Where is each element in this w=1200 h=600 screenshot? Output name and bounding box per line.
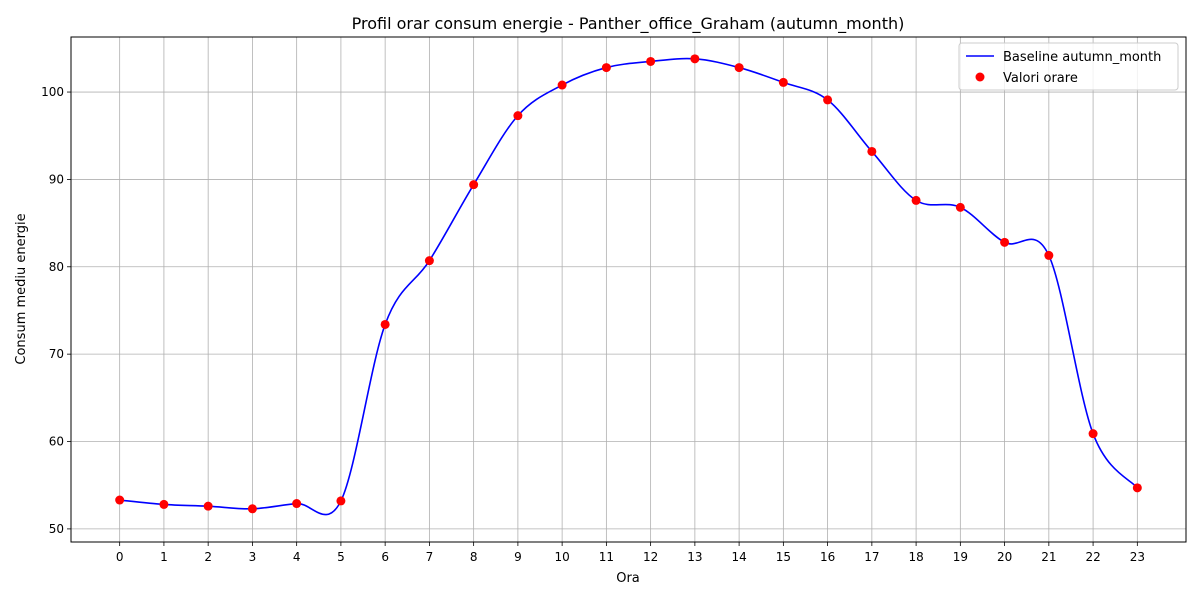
hourly-value-point — [823, 95, 833, 105]
hourly-value-point — [203, 501, 213, 511]
x-tick-label: 21 — [1041, 550, 1056, 564]
y-tick-label: 80 — [49, 260, 64, 274]
legend-label-baseline: Baseline autumn_month — [1003, 50, 1161, 65]
x-tick-label: 9 — [514, 550, 522, 564]
y-tick-label: 50 — [49, 522, 64, 536]
hourly-value-point — [601, 63, 611, 73]
x-tick-label: 2 — [204, 550, 212, 564]
hourly-value-point — [1088, 429, 1098, 439]
legend-box — [958, 42, 1179, 91]
legend-label-hourly-values: Valori orare — [1003, 71, 1078, 86]
x-tick-label: 13 — [687, 550, 702, 564]
y-tick-label: 90 — [49, 172, 64, 186]
hourly-value-point — [469, 180, 479, 190]
hourly-value-point — [336, 496, 346, 506]
x-tick-label: 4 — [293, 550, 301, 564]
x-tick-label: 5 — [337, 550, 345, 564]
x-axis-title: Ora — [616, 571, 640, 586]
hourly-value-point — [557, 80, 567, 90]
legend: Baseline autumn_month Valori orare — [958, 42, 1179, 91]
y-tick-label: 70 — [49, 347, 64, 361]
hourly-value-point — [1044, 250, 1054, 260]
hourly-value-point — [955, 202, 965, 212]
x-tick-label: 20 — [997, 550, 1012, 564]
hourly-value-point — [513, 111, 523, 121]
x-tick-label: 23 — [1130, 550, 1145, 564]
hourly-value-point — [867, 146, 877, 156]
x-tick-label: 14 — [731, 550, 746, 564]
hourly-value-point — [734, 63, 744, 73]
x-tick-label: 6 — [381, 550, 389, 564]
x-tick-label: 18 — [908, 550, 923, 564]
y-tick-label: 100 — [41, 85, 64, 99]
x-tick-label: 16 — [820, 550, 835, 564]
x-tick-label: 11 — [599, 550, 614, 564]
hourly-scatter-series — [115, 54, 1142, 514]
x-axis-ticks: 0 1 2 3 4 5 6 7 8 9 10 11 12 13 14 15 16 17 18 19 20 21 22 23 — [116, 542, 1145, 564]
x-tick-label: 22 — [1085, 550, 1100, 564]
x-tick-label: 1 — [160, 550, 168, 564]
hourly-value-point — [911, 195, 921, 205]
baseline-line — [119, 57, 1138, 516]
baseline-line-series — [119, 57, 1138, 516]
x-tick-label: 0 — [116, 550, 124, 564]
y-axis-ticks: 50 60 70 80 90 100 — [41, 85, 71, 536]
hourly-value-point — [424, 256, 434, 266]
x-tick-label: 17 — [864, 550, 879, 564]
hourly-value-point — [380, 319, 390, 329]
y-tick-label: 60 — [49, 435, 64, 449]
grid-lines — [71, 37, 1186, 542]
hourly-value-point — [115, 495, 125, 505]
chart-title: Profil orar consum energie - Panther_off… — [352, 14, 905, 34]
y-axis-title: Consum mediu energie — [14, 213, 29, 364]
plot-frame — [70, 36, 1187, 543]
x-tick-label: 10 — [554, 550, 569, 564]
hourly-value-point — [1000, 237, 1010, 247]
x-tick-label: 12 — [643, 550, 658, 564]
x-tick-label: 3 — [249, 550, 257, 564]
hourly-value-point — [159, 499, 169, 509]
hourly-value-point — [646, 56, 656, 66]
x-tick-label: 8 — [470, 550, 478, 564]
x-tick-label: 19 — [953, 550, 968, 564]
x-tick-label: 15 — [776, 550, 791, 564]
legend-dot-swatch — [975, 72, 985, 82]
hourly-value-point — [247, 504, 257, 514]
hourly-value-point — [690, 54, 700, 64]
x-tick-label: 7 — [426, 550, 434, 564]
hourly-value-point — [1132, 483, 1142, 493]
hourly-value-point — [292, 499, 302, 509]
hourly-value-point — [778, 77, 788, 87]
